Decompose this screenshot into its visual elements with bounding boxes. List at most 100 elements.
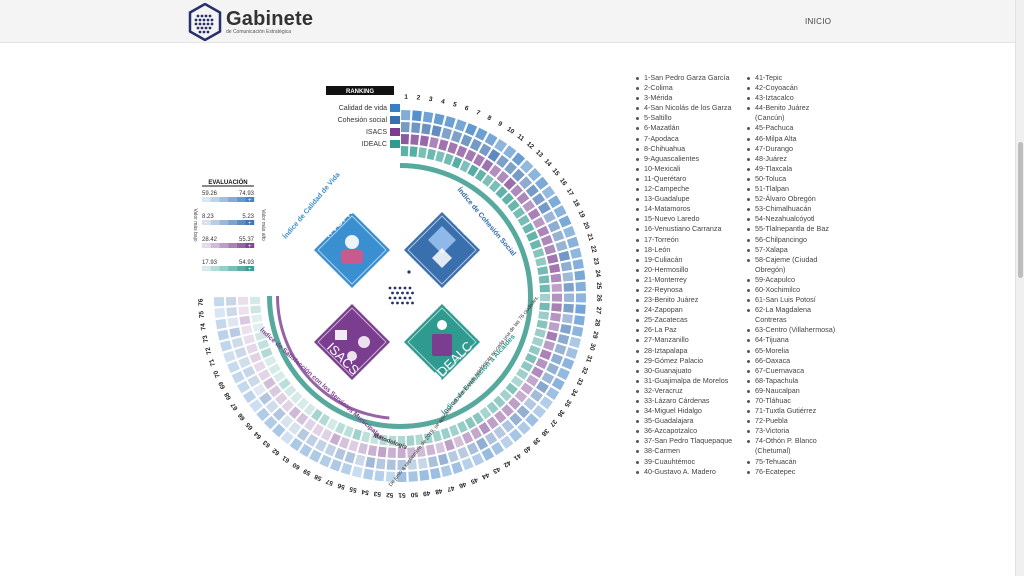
ring-segment	[217, 329, 230, 341]
city-list-item: 45-Pachuca	[747, 123, 837, 133]
ranking-header-bar	[326, 86, 394, 95]
ring-segment	[296, 412, 309, 426]
ring-segment	[430, 467, 441, 480]
ring-segment	[227, 360, 240, 374]
ring-segment	[338, 436, 350, 449]
ring-segment	[246, 343, 259, 354]
ranking-number: 65	[244, 421, 254, 431]
ring-segment	[541, 185, 556, 199]
ranking-number: 1	[404, 94, 408, 101]
ring-segment	[386, 459, 396, 470]
scrollbar-thumb[interactable]	[1018, 142, 1023, 278]
ring-segment	[496, 170, 509, 184]
city-list-item: 64-Tijuana	[747, 335, 837, 345]
ranking-number: 75	[198, 310, 206, 318]
ring-segment	[296, 397, 309, 410]
scale-max-value: 5.23	[242, 214, 254, 220]
ring-segment	[365, 456, 376, 469]
scale-minus-icon: −	[204, 267, 208, 273]
ring-segment	[546, 253, 559, 264]
ranking-number: 54	[361, 488, 370, 496]
city-list-item: 26-La Paz	[636, 325, 746, 335]
ring-segment	[435, 150, 445, 163]
ranking-number: 4	[440, 98, 445, 106]
ring-segment	[422, 111, 434, 123]
ring-segment	[238, 306, 250, 316]
ranking-number: 40	[522, 444, 532, 454]
ring-segment	[517, 214, 530, 227]
ring-segment	[278, 378, 291, 390]
center-logo-dot	[401, 301, 404, 305]
ring-segment	[472, 412, 484, 425]
index-row-swatch	[390, 104, 400, 112]
ring-segment	[411, 110, 422, 122]
ranking-number: 73	[202, 334, 210, 343]
ring-segment	[532, 216, 546, 229]
nav-inicio-link[interactable]: INICIO	[805, 17, 832, 26]
ring-segment	[259, 392, 273, 405]
ring-segment	[563, 293, 574, 303]
city-list-item: 27-Manzanillo	[636, 335, 746, 345]
ranking-number: 20	[581, 221, 590, 231]
ring-segment	[374, 470, 385, 482]
ring-segment	[562, 271, 574, 282]
scale-max-value: 54.93	[239, 260, 255, 266]
ring-segment	[539, 284, 550, 293]
city-list-item: 12-Campeche	[636, 184, 746, 194]
ring-segment	[231, 370, 245, 384]
scale-max-value: 74.93	[239, 191, 255, 197]
city-list-item: 30-Guanajuato	[636, 366, 746, 376]
city-list-column-2: 41-Tepic 42-Coyoacán 43-Iztacalco 44-Benito…	[747, 73, 837, 477]
ring-segment	[512, 207, 526, 219]
ring-segment	[214, 297, 225, 307]
ring-segment	[377, 446, 387, 458]
brand-logo[interactable]: Gabinete de Comunicación Estratégica	[188, 3, 313, 41]
ring-segment	[320, 428, 333, 442]
center-logo-dot	[411, 291, 414, 295]
ring-segment	[256, 407, 270, 422]
ring-segment	[464, 149, 477, 162]
ring-segment	[265, 400, 279, 414]
ring-segment	[543, 210, 556, 224]
ring-segment	[539, 293, 550, 302]
ring-segment	[527, 208, 541, 221]
ring-segment	[525, 413, 539, 427]
city-list-item: 9-Aguascalientes	[636, 154, 746, 164]
ranking-number: 45	[469, 476, 479, 485]
ring-segment	[305, 433, 319, 447]
ring-segment	[421, 123, 432, 135]
city-list-item: 49-Tlaxcala	[747, 164, 837, 174]
ranking-infographic: 1 2 3 4 5 67891011121314151617181920212223242…	[192, 86, 602, 498]
ring-segment	[481, 447, 495, 461]
page-scrollbar[interactable]	[1015, 0, 1024, 576]
scale-gradient-cell	[202, 243, 211, 248]
scale-gradient-cell	[202, 266, 211, 271]
ring-segment	[561, 357, 575, 370]
ring-segment	[526, 374, 539, 387]
center-logo-dot	[391, 291, 394, 295]
ring-segment	[214, 307, 226, 318]
city-list-item: 52-Álvaro Obregón	[747, 194, 837, 204]
ring-segment	[385, 471, 396, 482]
ring-segment	[551, 377, 565, 391]
city-list-item: 61-San Luis Potosí	[747, 295, 837, 305]
ring-segment	[495, 186, 508, 199]
ring-segment	[531, 336, 544, 347]
city-list-item: 73-Victoria	[747, 426, 837, 436]
ring-segment	[478, 143, 492, 157]
ranking-number: 29	[591, 331, 599, 340]
ring-segment	[236, 380, 251, 394]
ring-segment	[411, 122, 421, 134]
ring-segment	[548, 263, 561, 274]
scale-gradient-cell	[219, 243, 229, 248]
center-logo-dot	[393, 286, 397, 290]
ring-segment	[510, 184, 523, 198]
center-logo-dot	[406, 301, 409, 305]
ring-segment	[500, 435, 514, 449]
center-logo-dot	[406, 291, 409, 295]
ring-segment	[484, 431, 498, 445]
ring-segment	[456, 145, 468, 158]
ring-segment	[550, 312, 562, 322]
ring-segment	[551, 303, 562, 312]
city-list-item: 6-Mazatlán	[636, 123, 746, 133]
